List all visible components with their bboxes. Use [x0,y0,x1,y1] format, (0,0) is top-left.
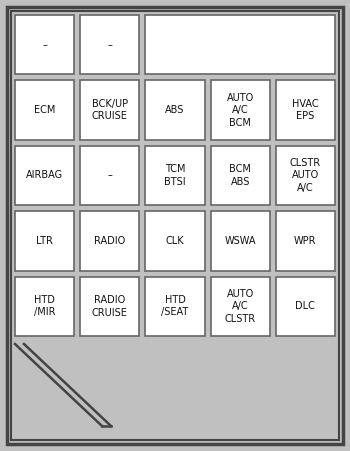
Bar [15,211,74,271]
Text: RADIO: RADIO [94,236,125,246]
Text: RADIO
CRUISE: RADIO CRUISE [92,295,128,318]
Text: AIRBAG: AIRBAG [26,170,63,180]
Text: WSWA: WSWA [224,236,256,246]
Bar [145,211,205,271]
Text: –: – [42,40,47,50]
Bar [145,80,205,140]
Bar [211,276,270,336]
Text: HTD
/SEAT: HTD /SEAT [161,295,189,318]
Bar [15,15,74,74]
Bar [276,276,335,336]
Bar [145,276,205,336]
Bar [80,146,139,205]
Bar [145,15,335,74]
Text: LTR: LTR [36,236,53,246]
Bar [15,80,74,140]
Bar [211,211,270,271]
Bar [15,276,74,336]
Bar [15,146,74,205]
Text: HTD
/MIR: HTD /MIR [34,295,55,318]
Bar [276,146,335,205]
Text: AUTO
A/C
BCM: AUTO A/C BCM [226,93,254,128]
Bar [211,146,270,205]
Text: BCK/UP
CRUISE: BCK/UP CRUISE [92,99,128,121]
Text: CLSTR
AUTO
A/C: CLSTR AUTO A/C [290,158,321,193]
Bar [145,146,205,205]
Text: DLC: DLC [295,301,315,311]
Bar [80,211,139,271]
Text: HVAC
EPS: HVAC EPS [292,99,319,121]
Text: –: – [107,40,112,50]
Text: ECM: ECM [34,105,55,115]
Text: –: – [107,170,112,180]
Text: AUTO
A/C
CLSTR: AUTO A/C CLSTR [225,289,256,324]
Bar [276,211,335,271]
Text: BCM
ABS: BCM ABS [229,164,251,187]
Text: CLK: CLK [166,236,184,246]
Text: ABS: ABS [165,105,185,115]
Bar [80,80,139,140]
Bar [80,276,139,336]
Bar [276,80,335,140]
Bar [80,15,139,74]
Text: WPR: WPR [294,236,317,246]
Bar [211,80,270,140]
Text: TCM
BTSI: TCM BTSI [164,164,186,187]
